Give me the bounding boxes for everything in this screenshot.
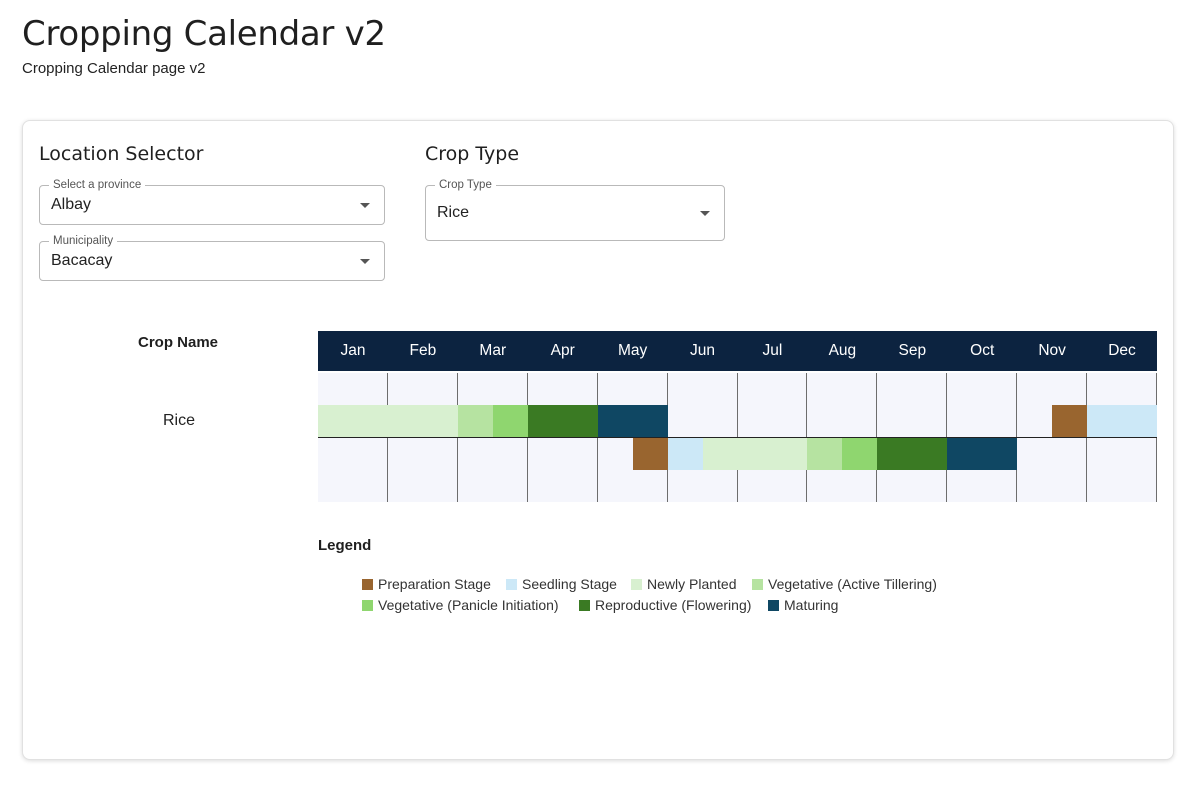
month-label-mar: Mar bbox=[479, 342, 507, 359]
stage-bar-seedling[interactable] bbox=[667, 438, 703, 470]
cropping-calendar-grid: Jan Feb Mar Apr May Jun Jul Aug Sep Oct Nov Dec bbox=[318, 331, 1157, 502]
chevron-down-icon bbox=[360, 259, 370, 264]
legend-swatch bbox=[362, 600, 373, 611]
crop-name-cell: Rice bbox=[163, 412, 196, 429]
province-select[interactable]: Select a province Albay bbox=[39, 178, 385, 225]
province-select-label: Select a province bbox=[49, 178, 146, 192]
crop-type-heading: Crop Type bbox=[425, 143, 520, 165]
month-label-oct: Oct bbox=[970, 342, 995, 359]
stage-bar-maturing[interactable] bbox=[597, 405, 668, 437]
location-selector-heading: Location Selector bbox=[39, 143, 204, 165]
legend-label: Preparation Stage bbox=[378, 576, 491, 592]
month-label-jan: Jan bbox=[340, 342, 366, 359]
legend-label: Seedling Stage bbox=[522, 576, 617, 592]
legend-label: Newly Planted bbox=[647, 576, 737, 592]
legend-title: Legend bbox=[318, 537, 372, 554]
month-label-may: May bbox=[617, 342, 648, 359]
legend-swatch bbox=[631, 579, 642, 590]
stage-bar-vegetative-panicle[interactable] bbox=[492, 405, 528, 437]
month-label-aug: Aug bbox=[828, 342, 857, 359]
province-select-value: Albay bbox=[51, 196, 92, 213]
stage-bar-preparation[interactable] bbox=[1052, 405, 1088, 437]
legend-swatch bbox=[768, 600, 779, 611]
chevron-down-icon bbox=[700, 211, 710, 216]
month-label-jun: Jun bbox=[690, 342, 716, 359]
stage-bar-seedling[interactable] bbox=[1087, 405, 1157, 437]
stage-bar-newly-planted[interactable] bbox=[702, 438, 808, 470]
municipality-select-label: Municipality bbox=[49, 234, 118, 248]
crop-type-select[interactable]: Crop Type Rice bbox=[425, 178, 725, 241]
stage-bar-newly-planted[interactable] bbox=[318, 405, 458, 437]
municipality-select-value: Bacacay bbox=[51, 252, 113, 269]
stage-bar-maturing[interactable] bbox=[947, 438, 1018, 470]
stage-bar-vegetative-tillering[interactable] bbox=[457, 405, 493, 437]
page-subtitle: Cropping Calendar page v2 bbox=[22, 60, 206, 77]
calendar-body bbox=[318, 373, 1157, 502]
month-header-row: Jan Feb Mar Apr May Jun Jul Aug Sep Oct Nov Dec bbox=[318, 331, 1157, 371]
month-label-apr: Apr bbox=[550, 342, 575, 359]
legend-swatch bbox=[579, 600, 590, 611]
month-label-feb: Feb bbox=[409, 342, 437, 359]
page-title: Cropping Calendar v2 bbox=[22, 14, 386, 54]
stage-bar-reproductive[interactable] bbox=[877, 438, 948, 470]
stage-bar-vegetative-tillering[interactable] bbox=[807, 438, 843, 470]
legend-label: Vegetative (Panicle Initiation) bbox=[378, 597, 559, 613]
crop-type-select-value: Rice bbox=[437, 204, 470, 221]
chevron-down-icon bbox=[360, 203, 370, 208]
stage-bar-reproductive[interactable] bbox=[527, 405, 598, 437]
month-label-dec: Dec bbox=[1108, 342, 1136, 359]
municipality-select[interactable]: Municipality Bacacay bbox=[39, 234, 385, 281]
legend-label: Maturing bbox=[784, 597, 839, 613]
legend-swatch bbox=[506, 579, 517, 590]
legend-swatch bbox=[752, 579, 763, 590]
season-divider bbox=[318, 437, 1157, 438]
legend-label: Vegetative (Active Tillering) bbox=[768, 576, 937, 592]
crop-type-select-label: Crop Type bbox=[435, 178, 496, 192]
crop-name-header: Crop Name bbox=[138, 334, 219, 351]
legend-swatch bbox=[362, 579, 373, 590]
legend-label: Reproductive (Flowering) bbox=[595, 597, 752, 613]
month-label-jul: Jul bbox=[762, 342, 783, 359]
stage-bar-vegetative-panicle[interactable] bbox=[842, 438, 878, 470]
stage-bar-preparation[interactable] bbox=[632, 438, 668, 470]
month-label-nov: Nov bbox=[1038, 342, 1066, 359]
month-label-sep: Sep bbox=[898, 342, 927, 359]
